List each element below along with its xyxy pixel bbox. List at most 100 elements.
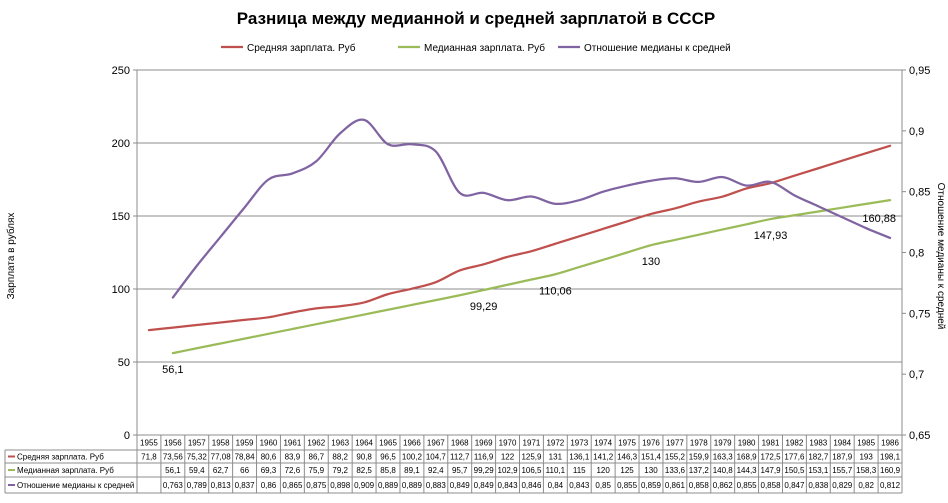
table-cell: 96,5 [380, 453, 396, 462]
data-label: 56,1 [162, 364, 183, 376]
table-cell: 155,2 [665, 453, 686, 462]
table-cell: 0,898 [330, 481, 351, 490]
x-tick-label: 1984 [833, 439, 851, 448]
table-cell: 59,4 [189, 466, 205, 475]
table-cell: 0,837 [235, 481, 256, 490]
table-cell: 122 [501, 453, 515, 462]
y2-tick-label: 0,95 [909, 65, 930, 77]
table-cell: 71,8 [141, 453, 157, 462]
x-tick-label: 1959 [236, 439, 254, 448]
chart-title: Разница между медианной и средней зарпла… [237, 9, 715, 28]
table-cell: 0,813 [211, 481, 232, 490]
x-tick-label: 1967 [427, 439, 445, 448]
y2-tick-label: 0,9 [909, 126, 924, 138]
table-cell: 62,7 [213, 466, 229, 475]
table-cell: 0,847 [784, 481, 805, 490]
data-label: 130 [642, 256, 660, 268]
y-tick-label: 0 [124, 430, 130, 442]
table-cell: 99,29 [474, 466, 495, 475]
table-cell: 187,9 [832, 453, 853, 462]
table-cell: 131 [549, 453, 563, 462]
table-row-label: Средняя зарплата. Руб [17, 453, 104, 462]
x-tick-label: 1955 [140, 439, 158, 448]
table-cell: 100,2 [402, 453, 423, 462]
data-label: 99,29 [470, 301, 498, 313]
legend: Средняя зарплата. Руб Медианная зарплата.… [221, 42, 731, 54]
table-cell: 147,9 [761, 466, 782, 475]
series-line-1 [147, 144, 892, 332]
table-cell: 0,789 [187, 481, 208, 490]
table-cell: 77,08 [211, 453, 232, 462]
data-label: 110,06 [539, 285, 572, 297]
x-tick-label: 1976 [642, 439, 660, 448]
table-cell: 112,7 [450, 453, 470, 462]
table-row-label: Медианная зарплата. Руб [17, 466, 114, 475]
table-cell: 0,883 [426, 481, 447, 490]
x-tick-label: 1978 [690, 439, 708, 448]
table-cell: 140,8 [713, 466, 734, 475]
x-tick-label: 1985 [857, 439, 875, 448]
table-cell: 182,7 [808, 453, 829, 462]
y-tick-label: 150 [112, 211, 130, 223]
table-cell: 0,849 [450, 481, 471, 490]
table-cell: 95,7 [452, 466, 468, 475]
axes: 0 50 100 150 200 250 0,65 0,7 0,75 0,8 0,85 0,9 0,95 [112, 65, 931, 442]
x-tick-label: 1956 [164, 439, 182, 448]
y2-tick-label: 0,85 [909, 187, 930, 199]
table-cell: 168,9 [737, 453, 758, 462]
x-tick-label: 1982 [786, 439, 804, 448]
table-cell: 0,838 [808, 481, 829, 490]
table-cell: 0,855 [737, 481, 758, 490]
table-cell: 0,829 [832, 481, 853, 490]
table-cell: 88,2 [332, 453, 348, 462]
table-cell: 0,812 [880, 481, 901, 490]
x-tick-label: 1986 [881, 439, 899, 448]
table-cell: 144,3 [737, 466, 758, 475]
table-cell: 0,82 [858, 481, 874, 490]
table-cell: 177,6 [784, 453, 805, 462]
y-tick-label: 50 [118, 357, 130, 369]
y2-tick-label: 0,8 [909, 248, 924, 260]
table-cell: 0,875 [306, 481, 327, 490]
table-cell: 0,763 [163, 481, 184, 490]
x-tick-label: 1977 [666, 439, 684, 448]
table-cell: 0,846 [521, 481, 542, 490]
table-cell: 172,5 [761, 453, 782, 462]
gridlines [137, 69, 902, 363]
x-tick-label: 1980 [738, 439, 756, 448]
x-tick-label: 1979 [714, 439, 732, 448]
table-cell: 120 [596, 466, 610, 475]
y-axis-label: Зарплата в рублях [5, 213, 17, 300]
data-label: 160,88 [862, 213, 896, 225]
x-tick-label: 1971 [523, 439, 541, 448]
table-cell: 0,855 [617, 481, 638, 490]
table-cell: 130 [644, 466, 658, 475]
table-cell: 115 [573, 466, 586, 475]
x-tick-label: 1969 [475, 439, 493, 448]
x-tick-label: 1972 [546, 439, 564, 448]
table-cell: 0,84 [548, 481, 564, 490]
table-cell: 141,2 [593, 453, 614, 462]
y-tick-label: 250 [112, 65, 130, 77]
table-cell: 0,889 [378, 481, 399, 490]
x-tick-label: 1965 [379, 439, 397, 448]
table-cell: 0,909 [354, 481, 375, 490]
y-tick-label: 200 [112, 138, 130, 150]
x-tick-label: 1960 [260, 439, 278, 448]
table-cell: 69,3 [261, 466, 277, 475]
table-cell: 116,9 [474, 453, 494, 462]
table-row-label: Отношение медианы к средней [17, 481, 134, 490]
x-tick-label: 1973 [570, 439, 588, 448]
y2-axis-label: Отношение медианы к средней [935, 183, 946, 330]
x-tick-label: 1968 [451, 439, 469, 448]
table-cell: 89,1 [404, 466, 420, 475]
table-cell: 151,4 [641, 453, 662, 462]
series-layer [147, 118, 892, 355]
x-tick-label: 1961 [283, 439, 301, 448]
table-cell: 86,7 [309, 453, 325, 462]
table-cell: 82,5 [356, 466, 372, 475]
table-cell: 83,9 [285, 453, 301, 462]
x-tick-label: 1983 [809, 439, 827, 448]
table-cell: 0,849 [474, 481, 495, 490]
